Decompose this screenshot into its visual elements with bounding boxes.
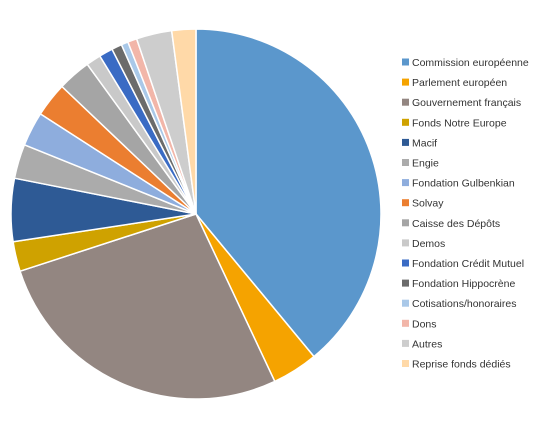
pie-slices — [10, 28, 382, 400]
legend-label: Parlement européen — [412, 77, 507, 89]
legend-item-commission-europeenne: Commission européenne — [402, 57, 529, 69]
legend-item-autres: Autres — [402, 338, 442, 350]
pie-slice-reprise-fonds-dedies — [170, 28, 197, 215]
legend-label: Commission européenne — [412, 57, 529, 69]
legend-swatch — [402, 118, 409, 126]
legend-label: Solvay — [412, 198, 444, 210]
legend-swatch — [402, 159, 409, 166]
legend-item-dons: Dons — [402, 318, 437, 330]
legend-swatch — [402, 138, 409, 146]
legend-item-solvay: Solvay — [402, 198, 444, 210]
legend-label: Cotisations/honoraires — [412, 298, 516, 310]
legend-swatch — [402, 299, 409, 307]
legend-label: Engie — [412, 158, 439, 170]
legend-swatch — [402, 259, 409, 267]
legend-label: Fondation Gulbenkian — [412, 178, 515, 190]
pie-slice-gouvernement-francais — [19, 213, 276, 400]
legend-label: Demos — [412, 238, 445, 250]
legend-swatch — [402, 98, 409, 106]
legend-label: Reprise fonds dédiés — [412, 359, 511, 371]
legend-swatch — [402, 319, 409, 327]
pie-slice-commission-europeenne — [195, 28, 382, 358]
legend-swatch — [402, 279, 409, 287]
legend-label: Caisse des Dépôts — [412, 218, 500, 230]
legend-item-engie: Engie — [402, 158, 439, 170]
legend-item-gouvernement-francais: Gouvernement français — [402, 97, 521, 109]
legend-swatch — [402, 78, 409, 86]
legend-swatch — [402, 58, 409, 66]
legend-label: Fonds Notre Europe — [412, 117, 507, 129]
legend-swatch — [402, 360, 409, 367]
legend-swatch — [402, 239, 409, 247]
legend-label: Dons — [412, 318, 437, 330]
legend-swatch — [402, 179, 409, 187]
legend-item-fondation-credit-mutuel: Fondation Crédit Mutuel — [402, 258, 524, 270]
legend-label: Gouvernement français — [412, 97, 521, 109]
legend-swatch — [402, 339, 409, 347]
legend-label: Fondation Hippocrène — [412, 278, 515, 290]
legend-item-fondation-hippocrene: Fondation Hippocrène — [402, 278, 515, 290]
legend-item-parlement-europeen: Parlement européen — [402, 77, 507, 89]
legend: Commission européenne Parlement européen G… — [402, 57, 529, 371]
legend-item-macif: Macif — [402, 137, 437, 149]
legend-swatch — [402, 219, 409, 227]
legend-item-demos: Demos — [402, 238, 445, 250]
legend-item-caisse-des-depots: Caisse des Dépôts — [402, 218, 500, 230]
legend-label: Autres — [412, 338, 442, 350]
legend-item-reprise-fonds-dedies: Reprise fonds dédiés — [402, 359, 511, 371]
legend-label: Macif — [412, 137, 437, 149]
legend-label: Fondation Crédit Mutuel — [412, 258, 524, 270]
legend-item-fonds-notre-europe: Fonds Notre Europe — [402, 117, 507, 129]
legend-item-cotisations-honoraires: Cotisations/honoraires — [402, 298, 516, 310]
legend-swatch — [402, 199, 409, 207]
legend-item-fondation-gulbenkian: Fondation Gulbenkian — [402, 178, 515, 190]
